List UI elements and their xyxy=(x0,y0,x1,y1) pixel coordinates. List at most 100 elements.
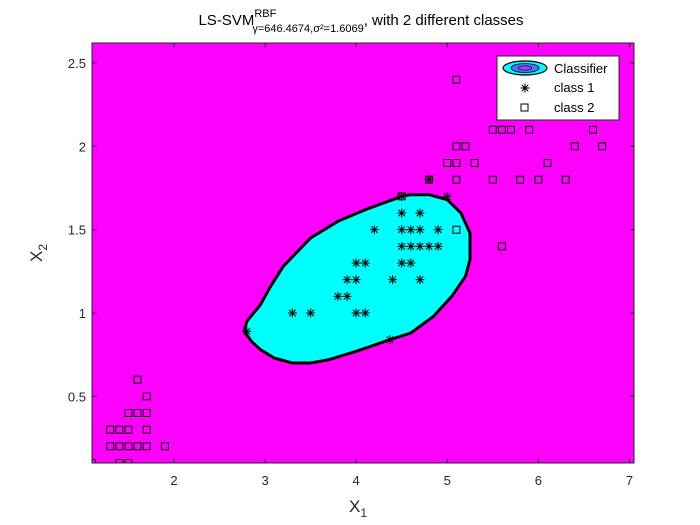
class2-point xyxy=(452,159,461,167)
class1-point xyxy=(424,241,434,251)
class2-point xyxy=(133,375,142,384)
class2-point xyxy=(124,409,133,417)
class2-point xyxy=(115,459,124,463)
class2-point xyxy=(142,392,151,401)
class1-point xyxy=(388,275,398,285)
class2-point xyxy=(124,425,133,434)
class1-point xyxy=(415,208,425,218)
legend-label-class1: class 1 xyxy=(554,80,594,95)
chart-title: LS-SVMRBF γ=646.4674,σ²=1.6069, with 2 di… xyxy=(198,8,523,35)
x-tick-label: 4 xyxy=(353,473,360,488)
class2-point xyxy=(461,142,470,151)
class2-point xyxy=(443,159,452,167)
class1-point xyxy=(415,241,425,251)
class1-point xyxy=(406,241,416,251)
class1-point xyxy=(360,258,370,268)
legend-asterisk-shape xyxy=(520,83,530,93)
class2-point xyxy=(507,125,515,134)
y-tick-label: 1.5 xyxy=(68,223,86,238)
legend-class2-marker xyxy=(520,103,529,112)
y-tick-label: 2.5 xyxy=(68,56,86,71)
class1-point xyxy=(397,208,407,218)
class2-point xyxy=(452,175,461,184)
y-axis-ticks: 0.5 1 1.5 2 2.5 xyxy=(68,56,634,404)
class2-point xyxy=(525,125,534,134)
class1-point xyxy=(415,225,425,235)
y-tick-label: 2 xyxy=(79,139,86,154)
class2-point xyxy=(589,125,597,134)
title-main: LS-SVM xyxy=(198,12,254,29)
class2-point xyxy=(452,225,461,234)
class1-point xyxy=(342,275,352,285)
class1-point xyxy=(433,241,443,251)
class2-point xyxy=(133,409,142,417)
class1-point xyxy=(360,308,370,318)
title-subscript: γ=646.4674,σ²=1.6069 xyxy=(252,23,363,35)
class2-point xyxy=(133,442,142,451)
y-tick-label: 1 xyxy=(79,306,86,321)
class2-point xyxy=(142,425,151,434)
y-tick-label: 0.5 xyxy=(68,389,86,404)
class2-point xyxy=(497,125,506,134)
class1-point xyxy=(369,225,379,235)
x-axis-label: X1 xyxy=(349,497,367,520)
class2-point xyxy=(124,442,133,451)
class1-point xyxy=(397,225,407,235)
class2-point xyxy=(488,175,497,184)
x-tick-label: 6 xyxy=(535,473,542,488)
class2-point xyxy=(452,142,461,151)
class1-point xyxy=(287,308,297,318)
class1-point xyxy=(351,308,361,318)
legend-box xyxy=(496,55,620,121)
class2-point xyxy=(115,425,124,434)
title-superscript: RBF xyxy=(254,8,276,20)
class2-point xyxy=(106,425,115,434)
legend: Classifier class 1 class 2 xyxy=(496,55,620,121)
y-axis-label: X2 xyxy=(27,244,50,262)
class2-point xyxy=(534,175,543,184)
class1-point xyxy=(333,291,343,301)
class2-point xyxy=(570,142,579,151)
class2-point xyxy=(488,125,497,134)
class2-point xyxy=(142,409,151,417)
class1-point xyxy=(442,191,452,201)
class1-point xyxy=(242,326,252,336)
legend-label-class2: class 2 xyxy=(554,100,594,115)
class2-point xyxy=(397,192,406,201)
class1-point xyxy=(306,308,316,318)
class1-point xyxy=(351,275,361,285)
legend-label-classifier: Classifier xyxy=(554,61,608,76)
class2-point xyxy=(106,442,115,451)
class2-point xyxy=(543,159,552,167)
class2-point xyxy=(142,442,151,451)
class2-point xyxy=(561,175,570,184)
class2-point xyxy=(124,459,133,463)
class1-point xyxy=(406,225,416,235)
class2-point xyxy=(497,242,506,251)
class1-point xyxy=(406,258,416,268)
class1-point xyxy=(397,241,407,251)
class1-point xyxy=(342,291,352,301)
x-tick-label: 3 xyxy=(261,473,268,488)
title-suffix: , with 2 different classes xyxy=(364,12,524,29)
class2-points xyxy=(92,75,607,463)
plot-frame xyxy=(91,42,635,464)
class2-point xyxy=(598,142,607,151)
x-tick-label: 2 xyxy=(170,473,177,488)
x-tick-label: 7 xyxy=(626,473,633,488)
class2-point xyxy=(452,75,461,84)
class2-point xyxy=(160,442,169,451)
class2-point xyxy=(425,175,433,184)
class2-point xyxy=(516,175,525,184)
x-axis-ticks: 2 3 4 5 6 7 xyxy=(170,43,633,488)
class1-point xyxy=(351,258,361,268)
class1-point xyxy=(415,275,425,285)
x-tick-label: 5 xyxy=(444,473,451,488)
legend-classifier-icon xyxy=(502,60,548,76)
class1-point xyxy=(385,335,395,345)
class2-point xyxy=(470,159,479,167)
class2-point xyxy=(115,442,124,451)
class1-point xyxy=(397,258,407,268)
class1-point xyxy=(433,225,443,235)
